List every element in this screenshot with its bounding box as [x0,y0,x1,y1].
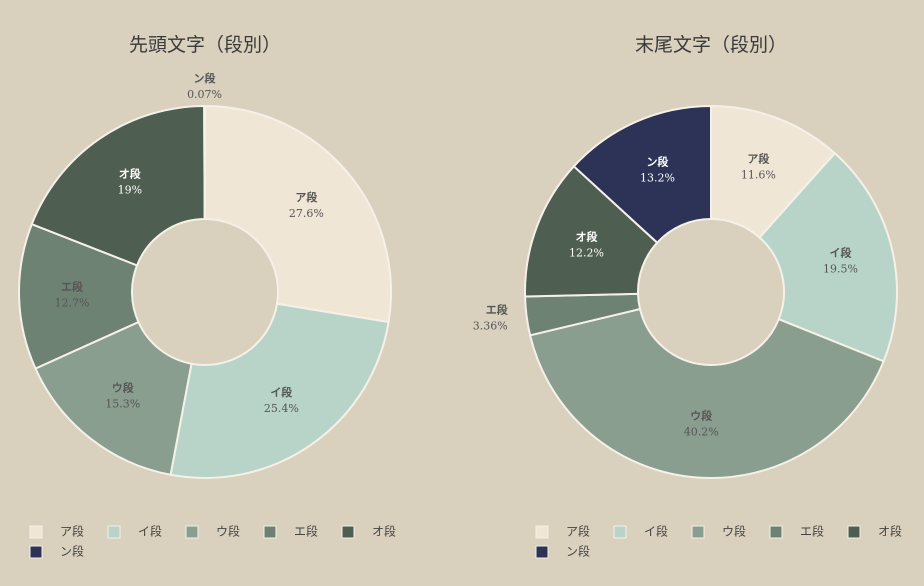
pie-slice [203,104,206,221]
pie-slice [572,104,712,245]
slice-category-label: エ段 [486,303,508,317]
legend-swatch [107,525,121,539]
chart-title: 末尾文字（段別） [635,34,787,56]
legend-label: ア段 [60,524,84,539]
legend-label: イ段 [138,524,162,539]
legend-label: オ段 [372,524,396,539]
legend-swatch [535,545,549,559]
legend-swatch [691,525,705,539]
slice-value-label: 12.2% [569,246,604,259]
legend-label: ウ段 [216,524,240,539]
pie-slice [18,222,140,370]
legend-swatch [341,525,355,539]
legend-label: ウ段 [722,524,746,539]
slice-category-label: イ段 [270,385,292,399]
chart-title: 先頭文字（段別） [129,34,281,56]
slice-category-label: ウ段 [112,381,134,395]
legend-swatch [29,545,43,559]
legend-swatch [29,525,43,539]
slice-category-label: ウ段 [690,409,712,423]
slice-category-label: オ段 [119,166,141,180]
pie-slice [34,320,193,476]
pie-slice [524,164,659,298]
legend-label: エ段 [294,524,318,539]
slice-value-label: 15.3% [105,398,140,411]
slice-category-label: オ段 [575,229,597,243]
legend-label: ン段 [60,544,84,559]
slice-value-label: 40.2% [684,426,719,439]
legend-label: オ段 [878,524,902,539]
slice-value-label: 27.6% [289,207,324,220]
pie-slice [169,302,390,479]
slice-value-label: 0.07% [187,88,222,101]
legend-label: エ段 [800,524,824,539]
slice-category-label: ン段 [646,154,668,168]
legend-swatch [769,525,783,539]
pie-slice [204,104,392,324]
pie-slice [528,307,885,479]
pie-slice [30,104,206,267]
slice-value-label: 3.36% [473,320,508,333]
legend-label: イ段 [644,524,668,539]
slice-value-label: 13.2% [640,171,675,184]
slice-value-label: 19% [118,183,142,196]
slice-value-label: 12.7% [55,296,90,309]
slice-value-label: 19.5% [823,263,858,276]
slice-category-label: ン段 [194,71,216,85]
slice-category-label: ア段 [747,152,769,166]
legend-swatch [535,525,549,539]
legend-swatch [847,525,861,539]
slice-category-label: イ段 [829,246,851,260]
legend-swatch [613,525,627,539]
slice-category-label: ア段 [295,190,317,204]
legend-swatch [263,525,277,539]
legend-label: ア段 [566,524,590,539]
pie-slice [758,151,898,363]
legend-swatch [185,525,199,539]
legend-label: ン段 [566,544,590,559]
slice-value-label: 11.6% [741,169,776,182]
slice-value-label: 25.4% [264,402,299,415]
slice-category-label: エ段 [61,279,83,293]
